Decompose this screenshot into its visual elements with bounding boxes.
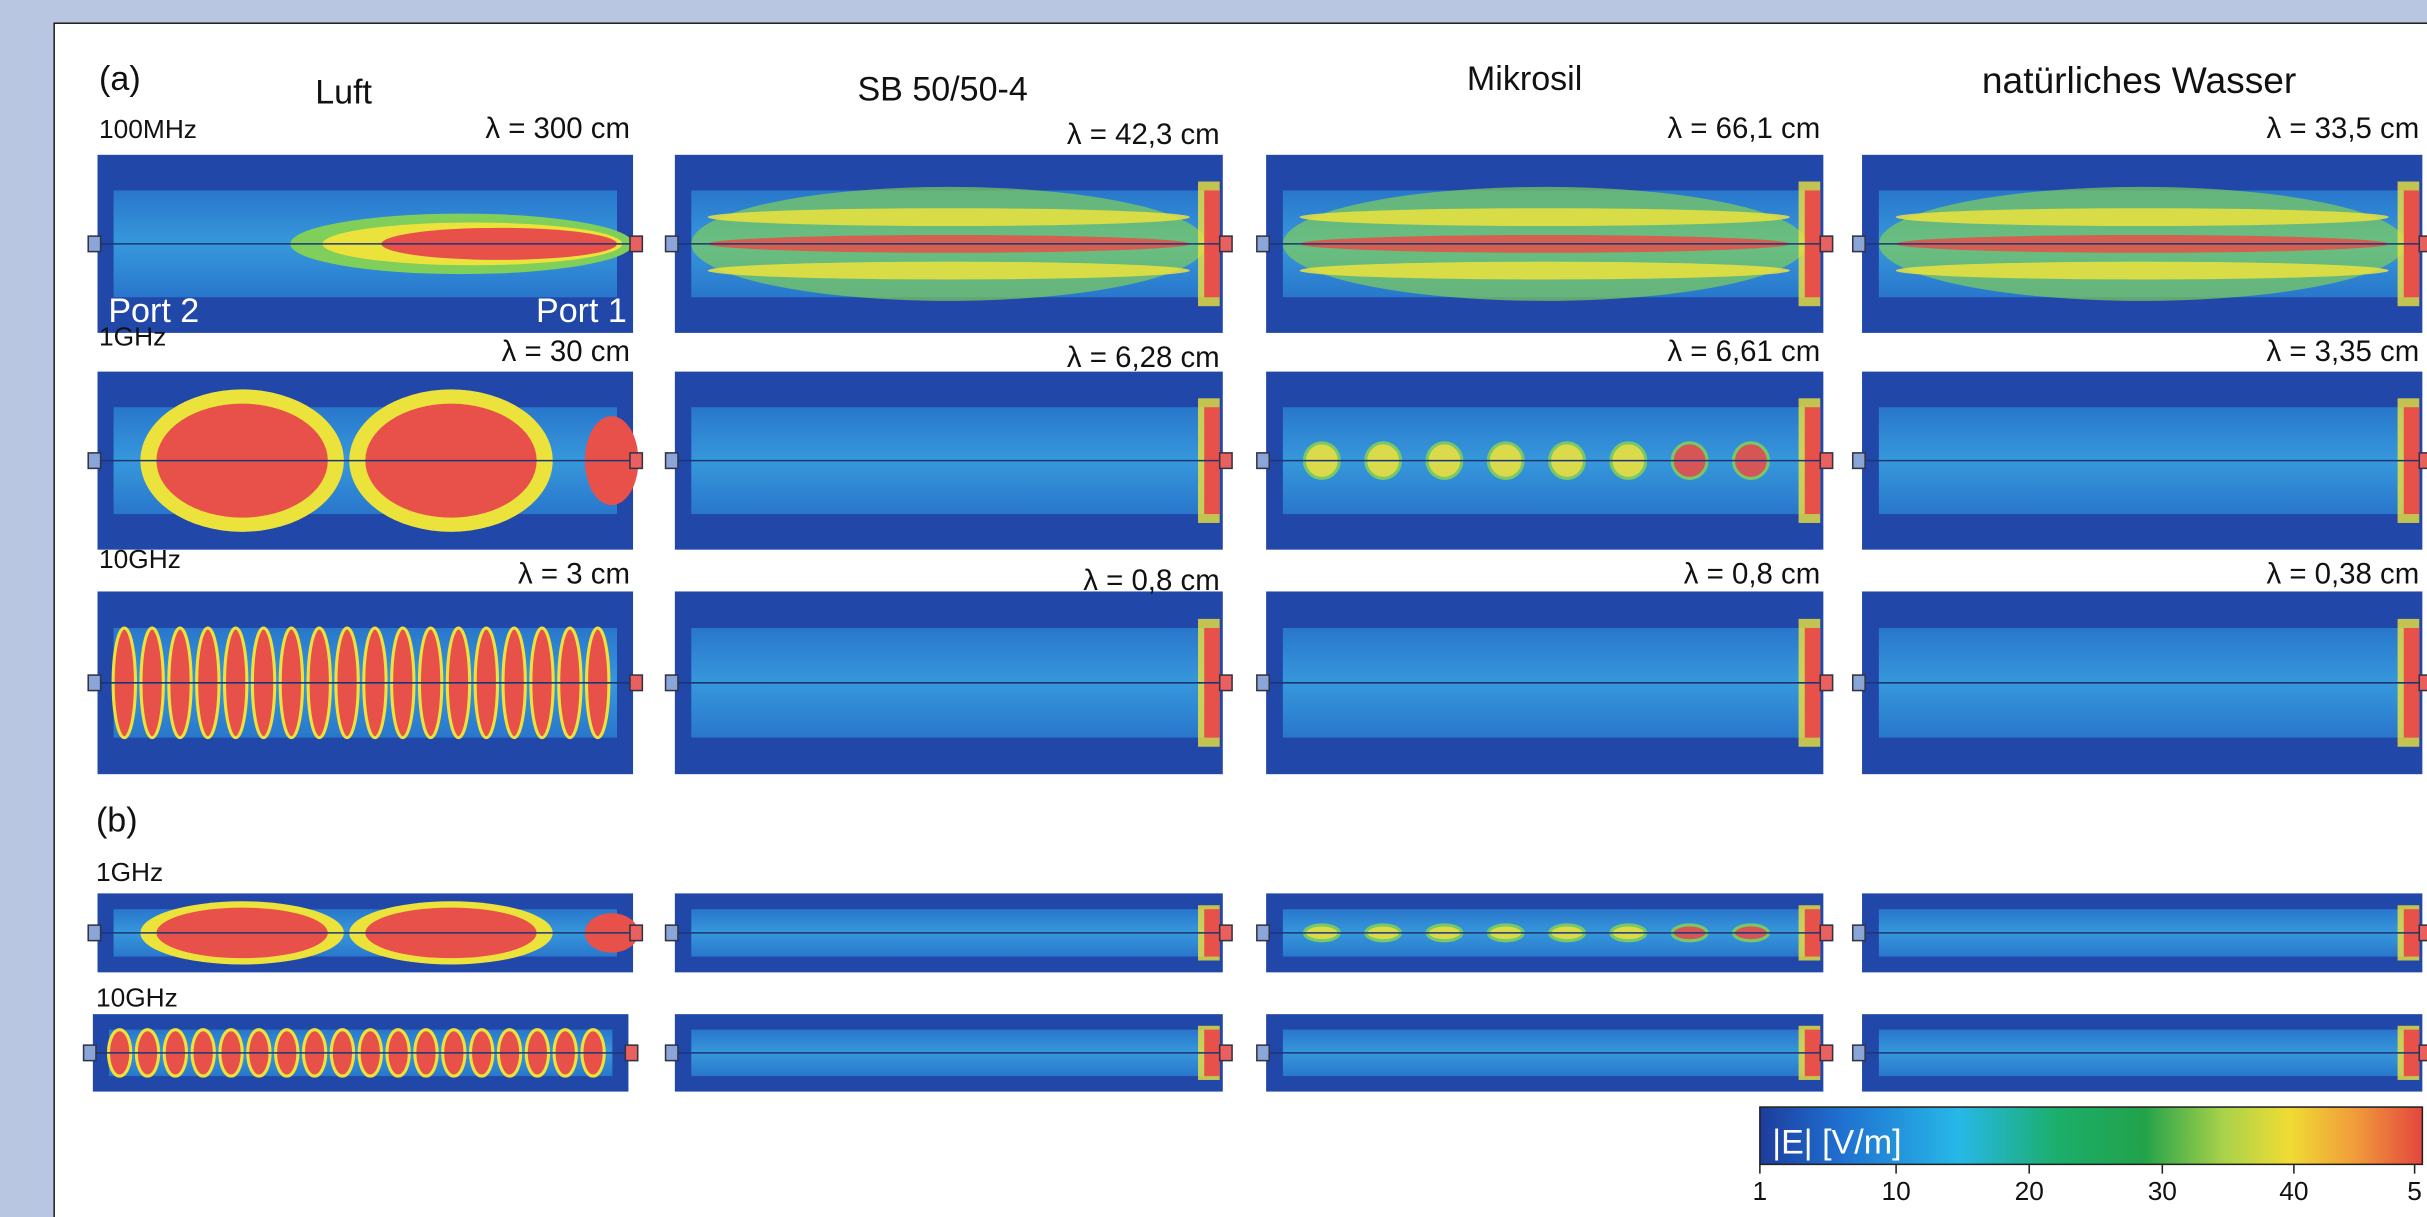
figure: (a) Luft SB 50/50-4 Mikrosil natürliches… <box>0 0 2427 1217</box>
frequency-label: 1GHz <box>96 857 163 887</box>
port-label: Port 2 <box>108 292 199 330</box>
port <box>666 925 678 940</box>
wavelength-label: λ = 0,38 cm <box>2266 558 2419 591</box>
port <box>2419 925 2427 940</box>
port <box>1820 453 1832 468</box>
port <box>1257 236 1269 251</box>
port <box>1853 453 1865 468</box>
field-region <box>708 262 1190 280</box>
port <box>666 1045 678 1060</box>
frequency-label: 100MHz <box>99 114 197 144</box>
port <box>1220 925 1232 940</box>
wavelength-label: λ = 6,61 cm <box>1667 335 1820 368</box>
field-region <box>1300 262 1790 280</box>
port <box>625 1045 637 1060</box>
port <box>2419 236 2427 251</box>
frequency-label: 10GHz <box>96 982 178 1012</box>
column-header: Luft <box>315 74 372 112</box>
frequency-label: 10GHz <box>99 544 181 574</box>
port <box>666 453 678 468</box>
colorbar-tick-label: 30 <box>2148 1176 2177 1206</box>
field-region <box>1896 262 2389 280</box>
field-region <box>1300 208 1790 226</box>
port <box>1853 675 1865 690</box>
port <box>1220 1045 1232 1060</box>
port <box>1853 236 1865 251</box>
port <box>2419 1045 2427 1060</box>
port <box>1853 925 1865 940</box>
port <box>630 236 642 251</box>
field-region <box>708 208 1190 226</box>
column-header: natürliches Wasser <box>1982 59 2296 101</box>
wavelength-label: λ = 42,3 cm <box>1067 118 1220 151</box>
port <box>666 236 678 251</box>
colorbar-tick-label: 1 <box>1753 1176 1768 1206</box>
port <box>1820 675 1832 690</box>
wavelength-label: λ = 30 cm <box>502 335 630 368</box>
port <box>630 925 642 940</box>
panel-label: (b) <box>96 801 138 839</box>
port <box>88 675 100 690</box>
port <box>1820 236 1832 251</box>
port <box>1820 1045 1832 1060</box>
port <box>1257 453 1269 468</box>
port <box>1257 675 1269 690</box>
port <box>630 453 642 468</box>
port <box>1257 1045 1269 1060</box>
colorbar-label: |E| [V/m] <box>1772 1124 1901 1162</box>
field-region <box>1896 208 2389 226</box>
column-header: Mikrosil <box>1467 60 1582 98</box>
port <box>1220 675 1232 690</box>
wavelength-label: λ = 33,5 cm <box>2266 112 2419 145</box>
wavelength-label: λ = 3 cm <box>518 558 630 591</box>
colorbar-tick-label: 10 <box>1881 1176 1910 1206</box>
port <box>630 675 642 690</box>
port <box>1820 925 1832 940</box>
wavelength-label: λ = 300 cm <box>485 112 630 145</box>
port <box>1220 453 1232 468</box>
column-header: SB 50/50-4 <box>857 71 1027 109</box>
page: (a) Luft SB 50/50-4 Mikrosil natürliches… <box>0 0 2427 1217</box>
wavelength-label: λ = 3,35 cm <box>2266 335 2419 368</box>
wavelength-label: λ = 0,8 cm <box>1083 564 1219 597</box>
port <box>2419 675 2427 690</box>
wavelength-label: λ = 0,8 cm <box>1684 558 1820 591</box>
port <box>88 453 100 468</box>
wavelength-label: λ = 66,1 cm <box>1667 112 1820 145</box>
port <box>2419 453 2427 468</box>
panel-label: (a) <box>99 60 141 98</box>
colorbar-tick-label: 5 <box>2407 1176 2422 1206</box>
port <box>1853 1045 1865 1060</box>
colorbar-tick-label: 40 <box>2279 1176 2308 1206</box>
port-label: Port 1 <box>536 292 627 330</box>
wavelength-label: λ = 6,28 cm <box>1067 341 1220 374</box>
port <box>1220 236 1232 251</box>
port <box>88 236 100 251</box>
port <box>88 925 100 940</box>
port <box>666 675 678 690</box>
port <box>84 1045 96 1060</box>
port <box>1257 925 1269 940</box>
colorbar-tick-label: 20 <box>2015 1176 2044 1206</box>
